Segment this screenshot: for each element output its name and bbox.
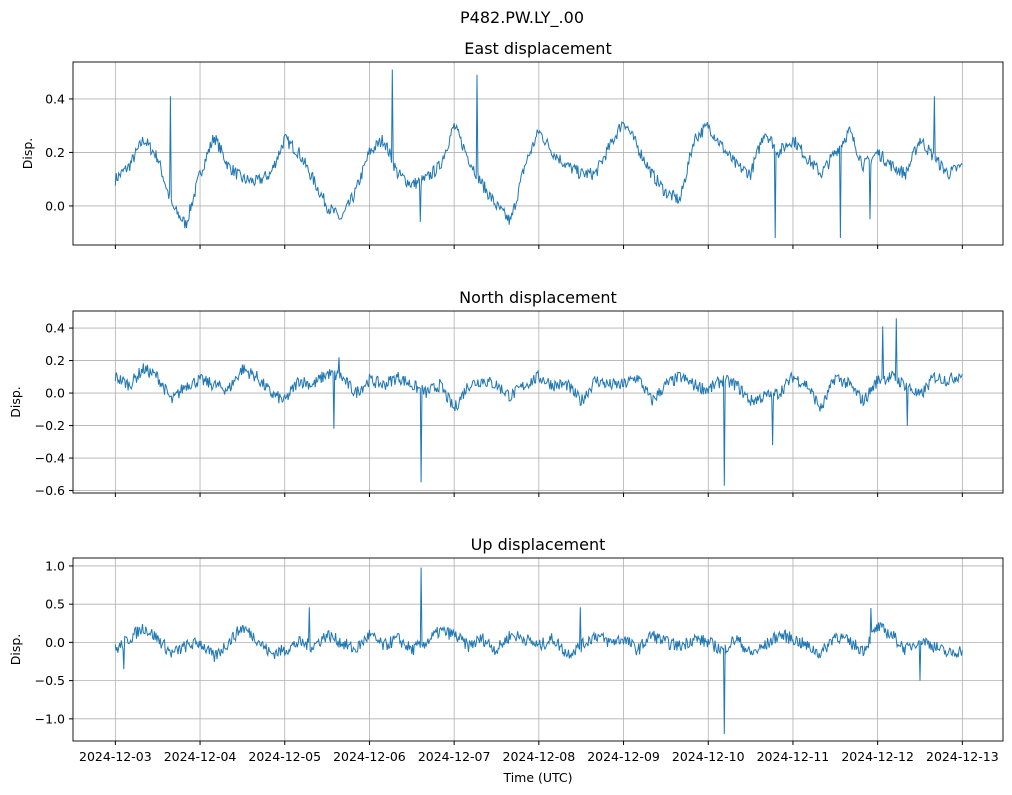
y-tick-label: 0.0: [45, 198, 65, 213]
panel-title: North displacement: [459, 288, 617, 307]
y-tick-label: −0.6: [35, 483, 65, 498]
panel-title: Up displacement: [471, 535, 606, 554]
x-tick-label: 2024-12-09: [587, 749, 660, 764]
x-tick-label: 2024-12-06: [333, 749, 406, 764]
y-tick-label: 1.0: [45, 558, 65, 573]
panel-1: −0.6 −0.4 −0.2 0.0 0.2 0.4 North displacement D…: [8, 288, 1004, 498]
y-tick-label: −0.2: [35, 418, 65, 433]
y-tick-label: −1.0: [35, 711, 65, 726]
x-tick-label: 2024-12-08: [503, 749, 576, 764]
panel-2: 2024-12-03 2024-12-04 2024-12-05 2024-12-06…: [8, 535, 1004, 764]
x-tick-label: 2024-12-11: [757, 749, 830, 764]
axes-frame: [72, 61, 1004, 246]
axes-frame: [72, 557, 1004, 742]
x-tick-label: 2024-12-07: [418, 749, 491, 764]
y-tick-label: 0.5: [45, 597, 65, 612]
y-tick-label: −0.5: [35, 673, 65, 688]
y-tick-label: 0.0: [45, 386, 65, 401]
y-axis-label: Disp.: [20, 138, 35, 170]
x-tick-label: 2024-12-13: [926, 749, 999, 764]
axes-frame: [72, 310, 1004, 494]
x-tick-label: 2024-12-05: [248, 749, 321, 764]
y-tick-label: 0.4: [45, 321, 65, 336]
y-axis-label: Disp.: [8, 386, 23, 418]
series-line: [114, 567, 963, 735]
y-tick-label: 0.4: [45, 91, 65, 106]
panel-0: 0.0 0.2 0.4 East displacement Disp.: [20, 39, 1004, 249]
series-line: [114, 318, 963, 486]
x-tick-label: 2024-12-10: [672, 749, 745, 764]
y-axis-label: Disp.: [8, 634, 23, 666]
y-tick-label: 0.0: [45, 635, 65, 650]
y-tick-label: −0.4: [35, 451, 65, 466]
x-tick-label: 2024-12-03: [79, 749, 152, 764]
y-tick-label: 0.2: [45, 145, 65, 160]
suptitle: P482.PW.LY_.00: [460, 8, 584, 28]
x-tick-label: 2024-12-12: [841, 749, 914, 764]
x-axis-label: Time (UTC): [502, 770, 572, 785]
series-line: [114, 69, 963, 239]
y-tick-label: 0.2: [45, 353, 65, 368]
panel-title: East displacement: [464, 39, 611, 58]
x-tick-label: 2024-12-04: [164, 749, 237, 764]
